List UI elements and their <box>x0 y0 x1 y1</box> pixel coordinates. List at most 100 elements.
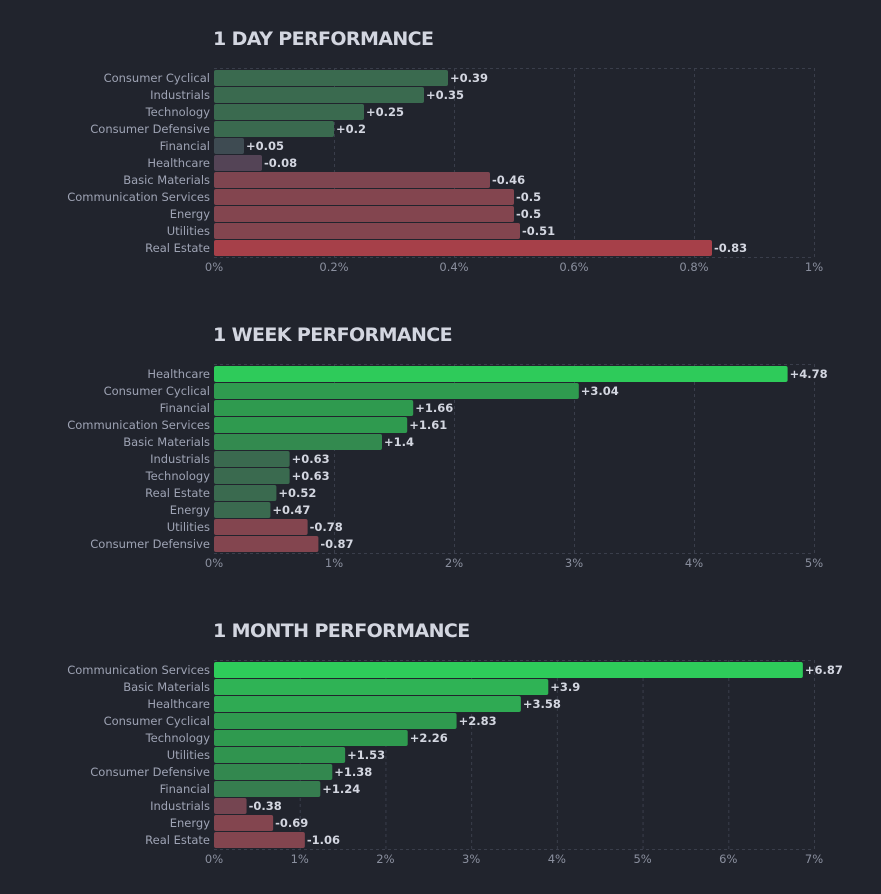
category-label: Basic Materials <box>123 173 210 187</box>
x-tick-label: 0% <box>205 260 223 274</box>
bar <box>214 713 457 729</box>
value-label: +1.4 <box>384 435 414 449</box>
category-label: Utilities <box>167 520 210 534</box>
value-label: -0.46 <box>492 173 525 187</box>
value-label: +2.26 <box>410 731 448 745</box>
category-label: Basic Materials <box>123 680 210 694</box>
bar <box>214 764 333 780</box>
category-label: Energy <box>170 503 210 517</box>
x-tick-label: 2% <box>445 556 463 570</box>
category-label: Financial <box>160 782 210 796</box>
value-label: -0.78 <box>310 520 343 534</box>
value-label: +4.78 <box>790 367 828 381</box>
value-label: +0.05 <box>246 139 284 153</box>
value-label: +0.2 <box>336 122 366 136</box>
bar <box>214 223 520 239</box>
value-label: -0.51 <box>522 224 555 238</box>
value-label: +2.83 <box>459 714 497 728</box>
category-label: Real Estate <box>145 486 210 500</box>
category-label: Financial <box>160 139 210 153</box>
x-tick-label: 0% <box>205 556 223 570</box>
bar <box>214 155 262 171</box>
category-label: Communication Services <box>67 418 210 432</box>
bar <box>214 70 448 86</box>
value-label: +1.53 <box>347 748 385 762</box>
value-label: -0.38 <box>249 799 282 813</box>
bar <box>214 138 244 154</box>
x-tick-label: 5% <box>805 556 823 570</box>
value-label: +3.9 <box>550 680 580 694</box>
x-tick-label: 7% <box>805 852 823 866</box>
category-label: Energy <box>170 207 210 221</box>
chart-plot: Healthcare +4.78 Consumer Cyclical +3.04 Fin… <box>67 364 828 570</box>
value-label: -0.87 <box>320 537 353 551</box>
category-label: Consumer Defensive <box>90 765 210 779</box>
x-tick-label: 3% <box>565 556 583 570</box>
x-tick-label: 0% <box>205 852 223 866</box>
value-label: +1.66 <box>415 401 453 415</box>
value-label: -0.08 <box>264 156 297 170</box>
value-label: +0.63 <box>292 469 330 483</box>
value-label: +0.52 <box>278 486 316 500</box>
value-label: +1.38 <box>334 765 372 779</box>
bar <box>214 400 414 416</box>
category-label: Utilities <box>167 224 210 238</box>
value-label: +0.25 <box>366 105 404 119</box>
bar <box>214 172 490 188</box>
bar <box>214 104 364 120</box>
bar <box>214 206 514 222</box>
category-label: Industrials <box>150 452 210 466</box>
chart-title: 1 WEEK PERFORMANCE <box>213 324 453 346</box>
category-label: Technology <box>145 469 211 483</box>
bar <box>214 815 274 831</box>
bar <box>214 662 803 678</box>
value-label: +6.87 <box>805 663 843 677</box>
chart-1-day: 1 DAY PERFORMANCE Consumer Cyclical +0.39… <box>0 28 881 298</box>
bar <box>214 383 579 399</box>
category-label: Technology <box>145 731 211 745</box>
value-label: +0.39 <box>450 71 488 85</box>
x-tick-label: 4% <box>685 556 703 570</box>
x-tick-label: 1% <box>805 260 823 274</box>
category-label: Healthcare <box>147 697 210 711</box>
category-label: Industrials <box>150 799 210 813</box>
x-tick-label: 6% <box>719 852 737 866</box>
bar <box>214 451 290 467</box>
chart-plot: Communication Services +6.87 Basic Materia… <box>67 660 843 866</box>
bar <box>214 121 334 137</box>
category-label: Healthcare <box>147 156 210 170</box>
chart-1-month: 1 MONTH PERFORMANCE Communication Servic… <box>0 620 881 890</box>
bar <box>214 519 308 535</box>
x-tick-label: 1% <box>325 556 343 570</box>
category-label: Energy <box>170 816 210 830</box>
bar <box>214 434 382 450</box>
x-tick-label: 2% <box>376 852 394 866</box>
category-label: Basic Materials <box>123 435 210 449</box>
bar <box>214 679 549 695</box>
bar <box>214 798 247 814</box>
bar <box>214 189 514 205</box>
bar <box>214 485 277 501</box>
x-tick-label: 5% <box>633 852 651 866</box>
value-label: -0.69 <box>275 816 308 830</box>
category-label: Consumer Cyclical <box>104 714 210 728</box>
chart-title: 1 DAY PERFORMANCE <box>213 28 434 50</box>
category-label: Technology <box>145 105 211 119</box>
value-label: -0.5 <box>516 190 541 204</box>
bar <box>214 696 521 712</box>
bar <box>214 502 271 518</box>
value-label: -0.5 <box>516 207 541 221</box>
category-label: Consumer Cyclical <box>104 384 210 398</box>
x-tick-label: 0.8% <box>679 260 708 274</box>
category-label: Financial <box>160 401 210 415</box>
value-label: +0.47 <box>272 503 310 517</box>
chart-plot: Consumer Cyclical +0.39 Industrials +0.35 Te… <box>67 68 823 274</box>
x-tick-label: 1% <box>291 852 309 866</box>
bar <box>214 87 424 103</box>
category-label: Real Estate <box>145 833 210 847</box>
bar <box>214 468 290 484</box>
value-label: +0.63 <box>292 452 330 466</box>
x-tick-label: 3% <box>462 852 480 866</box>
category-label: Communication Services <box>67 190 210 204</box>
value-label: +3.04 <box>581 384 619 398</box>
